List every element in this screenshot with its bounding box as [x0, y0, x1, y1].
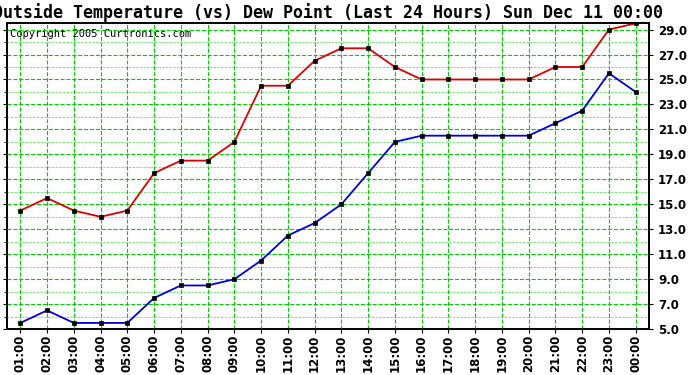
Text: Copyright 2005 Curtronics.com: Copyright 2005 Curtronics.com	[10, 29, 191, 39]
Title: Outside Temperature (vs) Dew Point (Last 24 Hours) Sun Dec 11 00:00: Outside Temperature (vs) Dew Point (Last…	[0, 3, 663, 22]
